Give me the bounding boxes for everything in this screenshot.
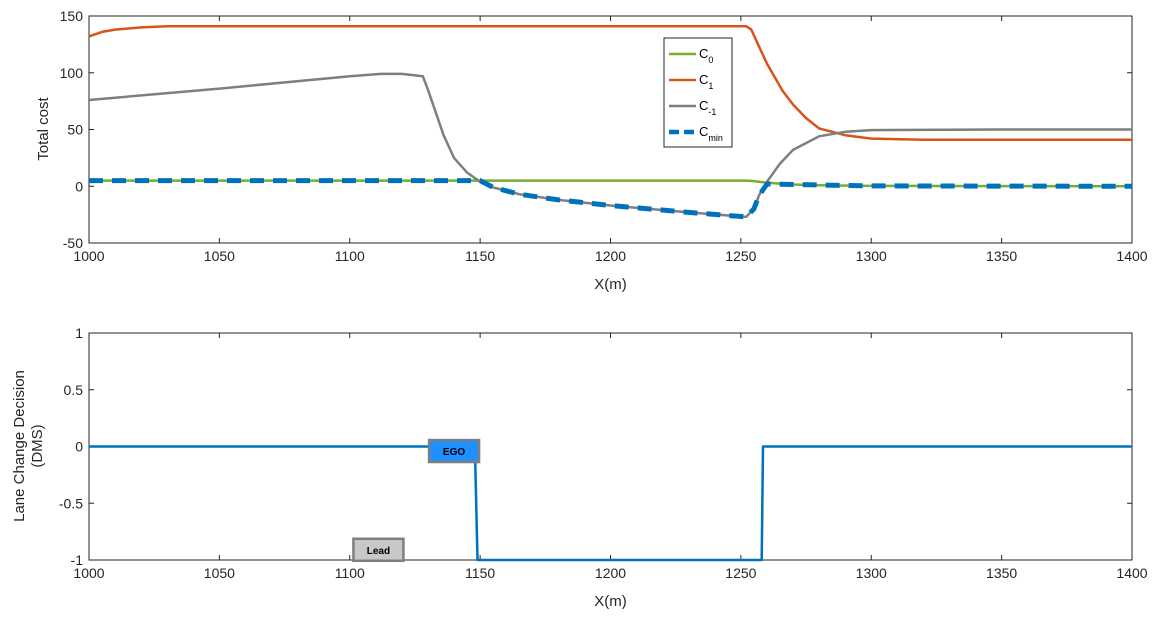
x-tick-label: 1300 bbox=[856, 565, 887, 581]
legend-label-c0: C0 bbox=[699, 46, 713, 65]
legend: C0 C1 C-1 Cmin bbox=[663, 37, 733, 148]
y-tick-label: 50 bbox=[67, 122, 83, 138]
x-tick-label: 1300 bbox=[856, 248, 887, 264]
vehicle-box-lead bbox=[352, 537, 405, 563]
y-axis-label-line2: (DMS) bbox=[29, 424, 46, 467]
x-tick-label: 1250 bbox=[725, 248, 756, 264]
x-axis-label: X(m) bbox=[594, 593, 627, 610]
y-tick-label: 1 bbox=[75, 325, 83, 341]
x-tick-label: 1200 bbox=[595, 565, 626, 581]
legend-box bbox=[663, 37, 733, 148]
legend-label-c-1: C-1 bbox=[699, 98, 716, 117]
x-tick-label: 1350 bbox=[986, 565, 1017, 581]
x-tick-label: 1250 bbox=[725, 565, 756, 581]
y-tick-label: 0.5 bbox=[64, 382, 84, 398]
series-line-c-1 bbox=[88, 72, 1132, 219]
y-tick-label: -0.5 bbox=[59, 495, 83, 511]
y-tick-label: 100 bbox=[60, 65, 84, 81]
x-axis-label: X(m) bbox=[594, 276, 627, 293]
x-tick-label: 1100 bbox=[335, 565, 365, 581]
y-axis-label-line1: Lane Change Decision bbox=[11, 370, 28, 522]
x-tick-label: 1350 bbox=[986, 248, 1017, 264]
legend-label-cmin: Cmin bbox=[699, 124, 723, 143]
vehicle-box-ego bbox=[427, 438, 481, 464]
x-tick-label: 1400 bbox=[1116, 248, 1147, 264]
y-tick-label: 150 bbox=[60, 8, 84, 24]
x-tick-label: 1100 bbox=[335, 248, 365, 264]
y-tick-label: -50 bbox=[63, 235, 83, 251]
vehicle-label-lead: Lead bbox=[367, 546, 390, 557]
x-tick-label: 1150 bbox=[465, 565, 495, 581]
x-tick-label: 1400 bbox=[1116, 565, 1147, 581]
vehicle-label-ego: EGO bbox=[443, 447, 465, 458]
x-tick-label: 1000 bbox=[73, 565, 104, 581]
y-axis-label: Total cost bbox=[35, 96, 52, 160]
lane-change-decision-chart: 1000 1050 1100 1150 1200 1250 1300 1350 1400 -1 -0… bbox=[11, 325, 1148, 610]
series-line-dms bbox=[89, 445, 1132, 562]
total-cost-chart: 1000 1050 1100 1150 1200 1250 1300 1350 1400 -50 0… bbox=[35, 8, 1148, 293]
series-line-c1 bbox=[88, 24, 1132, 141]
y-tick-label: 0 bbox=[75, 439, 83, 455]
x-tick-label: 1200 bbox=[595, 248, 626, 264]
series-line-cmin bbox=[89, 178, 1133, 220]
y-tick-label: 0 bbox=[75, 178, 83, 194]
x-tick-label: 1150 bbox=[465, 248, 495, 264]
x-tick-label: 1050 bbox=[204, 565, 235, 581]
x-tick-label: 1000 bbox=[73, 248, 104, 264]
y-tick-label: -1 bbox=[71, 552, 84, 568]
legend-label-c1: C1 bbox=[699, 72, 713, 91]
x-tick-label: 1050 bbox=[204, 248, 235, 264]
